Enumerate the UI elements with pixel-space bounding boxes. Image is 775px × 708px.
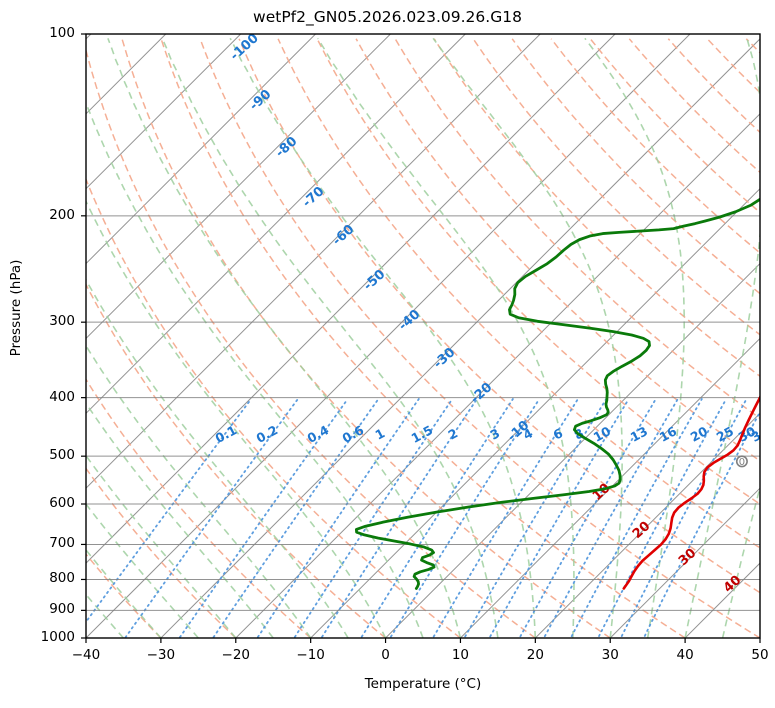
dewpoint-profile <box>354 197 760 590</box>
x-tick-label: 30 <box>601 647 619 663</box>
x-axis-label: Temperature (°C) <box>364 676 482 692</box>
mixing-ratio-label: 16 <box>657 423 680 445</box>
x-tick-label: −10 <box>296 647 325 663</box>
y-tick-label: 500 <box>49 447 75 464</box>
x-tick-label: −30 <box>146 647 176 663</box>
y-tick-label: 800 <box>49 570 75 587</box>
y-tick-label: 900 <box>49 601 75 618</box>
mixing-ratio-label: 10 <box>591 423 614 445</box>
y-tick-label: 600 <box>49 495 75 511</box>
x-tick-label: 50 <box>751 647 769 663</box>
x-tick-label: −20 <box>221 647 251 663</box>
x-tick-label: 20 <box>526 647 544 663</box>
y-tick-label: 400 <box>49 388 75 405</box>
mixing-ratio-label: 20 <box>688 423 711 445</box>
mixing-ratio-label: 25 <box>714 423 736 444</box>
page-title: wetPf2_GN05.2026.023.09.26.G18 <box>253 8 522 26</box>
y-tick-label: 200 <box>49 206 75 223</box>
y-tick-label: 300 <box>49 313 75 330</box>
y-tick-label: 700 <box>49 535 75 552</box>
mixing-ratio-label: 36 <box>749 423 772 445</box>
plot-frame <box>85 33 761 639</box>
y-tick-label: 100 <box>49 25 75 41</box>
mixing-ratio-label: 13 <box>628 423 650 444</box>
x-tick-label: 10 <box>451 647 470 663</box>
y-tick-label: 1000 <box>40 629 75 645</box>
x-tick-label: −40 <box>71 647 101 663</box>
x-tick-label: 0 <box>381 647 390 663</box>
x-tick-label: 40 <box>676 647 694 663</box>
lcl-marker-label: 0 <box>739 457 745 468</box>
lcl-marker <box>735 455 748 468</box>
temperature-profile <box>622 394 760 590</box>
